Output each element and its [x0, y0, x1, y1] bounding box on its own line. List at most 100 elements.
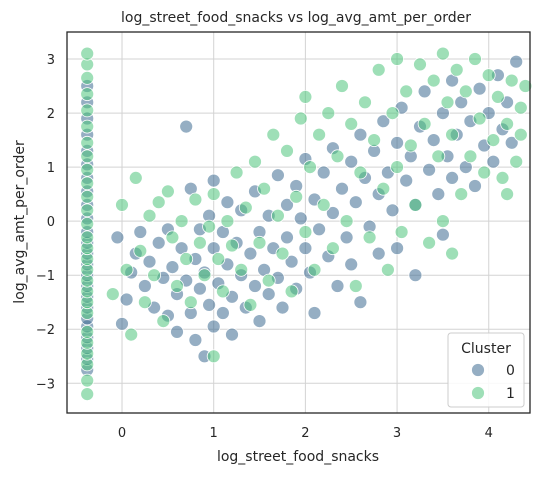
- scatter-point-cluster-1: [147, 268, 162, 283]
- scatter-point-cluster-1: [454, 187, 469, 202]
- scatter-point-cluster-1: [440, 95, 455, 110]
- scatter-point-cluster-1: [358, 95, 372, 110]
- x-tick-labels: 0 1 2 3 4: [118, 426, 493, 441]
- scatter-point-cluster-0: [252, 314, 267, 329]
- scatter-point-cluster-1: [344, 117, 359, 131]
- scatter-point-cluster-0: [206, 319, 221, 334]
- scatter-point-cluster-1: [160, 184, 175, 199]
- scatter-point-cluster-1: [468, 52, 482, 66]
- scatter-point-cluster-1: [206, 349, 221, 364]
- scatter-point-cluster-0: [312, 222, 327, 237]
- scatter-point-cluster-0: [151, 235, 166, 250]
- scatter-point-cluster-1: [303, 160, 317, 175]
- scatter-point-cluster-0: [348, 195, 363, 210]
- scatter-point-cluster-1: [80, 203, 95, 218]
- scatter-point-cluster-0: [445, 170, 460, 185]
- scatter-point-cluster-1: [80, 189, 95, 204]
- scatter-point-cluster-0: [248, 279, 262, 293]
- scatter-point-cluster-0: [270, 168, 285, 183]
- scatter-point-cluster-0: [399, 173, 414, 188]
- scatter-point-cluster-1: [80, 373, 95, 388]
- scatter-point-cluster-1: [80, 135, 95, 150]
- scatter-point-cluster-0: [385, 203, 400, 218]
- scatter-point-cluster-1: [202, 219, 217, 234]
- scatter-point-cluster-0: [353, 127, 368, 142]
- scatter-point-cluster-1: [128, 170, 143, 185]
- scatter-point-cluster-0: [225, 327, 239, 342]
- scatter-point-cluster-1: [119, 262, 134, 277]
- y-axis-label: log_avg_amt_per_order: [12, 140, 28, 304]
- scatter-point-cluster-1: [80, 71, 95, 85]
- scatter-point-cluster-0: [142, 254, 157, 269]
- scatter-point-cluster-0: [243, 246, 258, 261]
- scatter-point-cluster-1: [435, 46, 450, 61]
- scatter-point-cluster-1: [80, 162, 95, 177]
- scatter-point-cluster-1: [179, 252, 194, 266]
- scatter-point-cluster-1: [307, 262, 322, 277]
- scatter-point-cluster-1: [431, 149, 446, 164]
- scatter-point-cluster-0: [335, 181, 349, 196]
- scatter-point-cluster-1: [413, 57, 427, 72]
- scatter-point-cluster-0: [275, 300, 290, 315]
- scatter-point-cluster-1: [390, 52, 405, 66]
- scatter-point-cluster-1: [220, 214, 235, 229]
- scatter-point-cluster-1: [385, 106, 400, 120]
- scatter-point-cluster-0: [431, 187, 446, 202]
- scatter-point-cluster-1: [490, 90, 505, 104]
- scatter-point-cluster-1: [293, 111, 308, 126]
- scatter-point-cluster-1: [445, 127, 460, 142]
- scatter-point-cluster-1: [211, 252, 226, 266]
- scatter-point-cluster-1: [137, 295, 152, 310]
- scatter-point-cluster-1: [156, 314, 171, 329]
- y-tick-label: −2: [36, 323, 55, 338]
- scatter-point-cluster-0: [284, 254, 299, 269]
- scatter-point-cluster-0: [202, 297, 217, 312]
- scatter-point-cluster-1: [445, 246, 460, 261]
- scatter-point-cluster-1: [188, 192, 203, 207]
- scatter-point-cluster-0: [472, 81, 487, 96]
- data-points: [80, 46, 533, 402]
- y-tick-label: 3: [47, 53, 55, 68]
- scatter-point-cluster-1: [151, 195, 166, 210]
- scatter-point-cluster-1: [513, 100, 528, 115]
- scatter-point-cluster-0: [188, 333, 203, 347]
- scatter-point-cluster-1: [80, 119, 95, 134]
- scatter-point-cluster-1: [298, 90, 313, 104]
- x-tick-label: 3: [393, 426, 401, 441]
- scatter-point-cluster-0: [344, 257, 359, 272]
- scatter-point-cluster-0: [468, 179, 482, 193]
- scatter-point-cluster-0: [165, 260, 180, 275]
- scatter-point-cluster-0: [293, 211, 308, 226]
- legend-title: Cluster: [461, 341, 511, 357]
- scatter-point-cluster-1: [426, 73, 441, 88]
- scatter-point-cluster-0: [376, 114, 391, 129]
- scatter-point-cluster-1: [266, 127, 281, 142]
- scatter-point-cluster-1: [435, 214, 450, 229]
- scatter-point-cluster-1: [321, 106, 336, 120]
- scatter-point-cluster-1: [142, 208, 157, 223]
- scatter-point-cluster-1: [408, 197, 423, 212]
- scatter-point-cluster-1: [481, 68, 496, 83]
- scatter-point-cluster-1: [339, 214, 354, 229]
- scatter-point-cluster-1: [238, 200, 253, 215]
- scatter-point-cluster-1: [197, 268, 212, 283]
- scatter-point-cluster-0: [170, 324, 184, 339]
- scatter-point-cluster-1: [458, 84, 473, 99]
- legend-label-cluster-1: 1: [506, 386, 515, 402]
- scatter-point-cluster-1: [399, 84, 414, 99]
- scatter-point-cluster-0: [504, 135, 519, 150]
- scatter-point-cluster-0: [298, 241, 313, 256]
- scatter-point-cluster-1: [192, 235, 207, 250]
- scatter-point-cluster-0: [179, 119, 194, 134]
- scatter-point-cluster-1: [80, 387, 95, 402]
- scatter-point-cluster-0: [115, 316, 129, 331]
- scatter-point-cluster-0: [330, 279, 345, 293]
- scatter-point-cluster-1: [124, 327, 139, 342]
- legend-marker-cluster-0: [471, 363, 485, 377]
- scatter-point-cluster-0: [119, 292, 134, 307]
- scatter-point-cluster-1: [348, 279, 363, 293]
- scatter-point-cluster-1: [225, 238, 239, 253]
- scatter-point-cluster-1: [504, 73, 519, 88]
